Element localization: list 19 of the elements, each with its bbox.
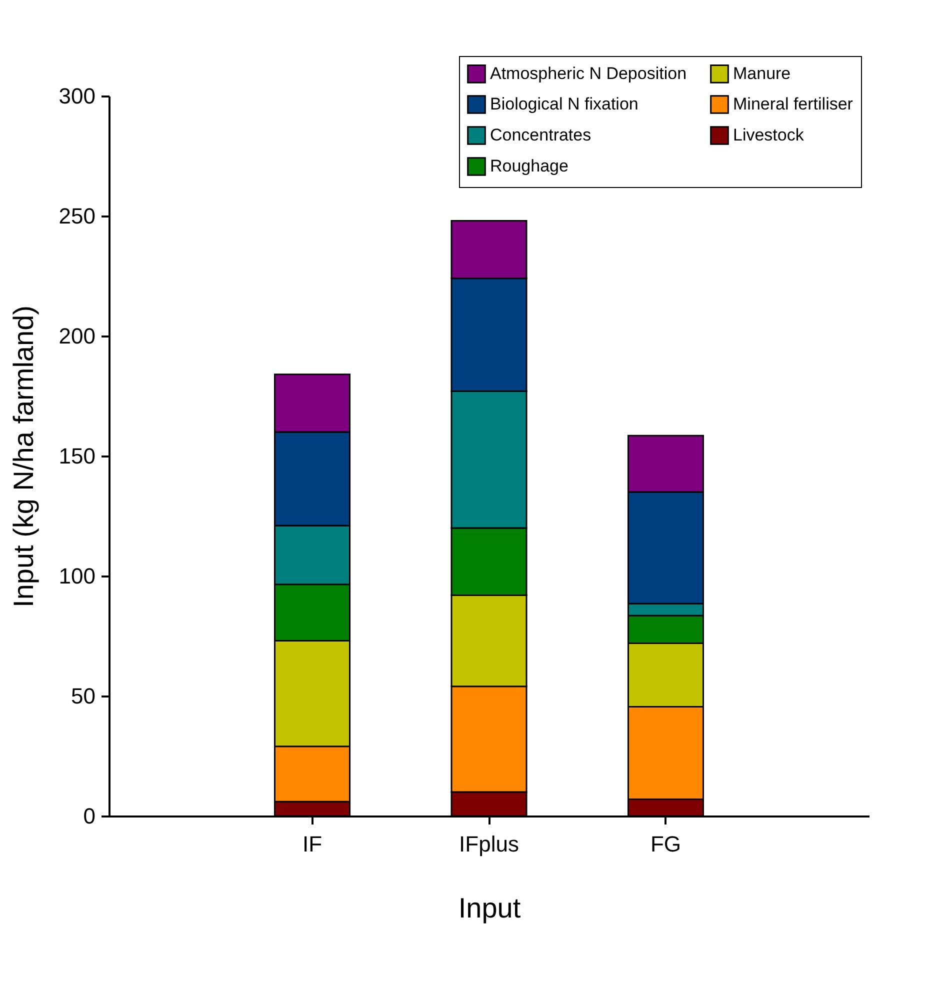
- legend-label: Concentrates: [490, 126, 592, 144]
- y-tick-label: 150: [58, 444, 96, 468]
- legend-label: Biological N fixation: [490, 94, 638, 114]
- legend-label: Atmospheric N Deposition: [490, 64, 687, 83]
- y-tick-label: 250: [58, 204, 96, 228]
- x-tick-label: IFplus: [459, 832, 519, 856]
- y-tick-label: 50: [71, 684, 96, 708]
- legend-label: Roughage: [490, 156, 568, 176]
- y-tick-label: 200: [58, 324, 96, 348]
- legend-label: Mineral fertiliser: [733, 94, 854, 114]
- x-tick-label: FG: [650, 832, 682, 856]
- x-axis-title: Input: [458, 892, 521, 924]
- legend-label: Manure: [733, 64, 791, 83]
- y-tick-label: 0: [83, 804, 96, 828]
- y-axis-title: Input (kg N/ha farmland): [8, 306, 39, 608]
- x-tick-label: IF: [302, 832, 322, 856]
- y-tick-label: 100: [58, 564, 96, 588]
- y-tick-label: 300: [58, 84, 96, 108]
- legend-label: Livestock: [733, 126, 804, 144]
